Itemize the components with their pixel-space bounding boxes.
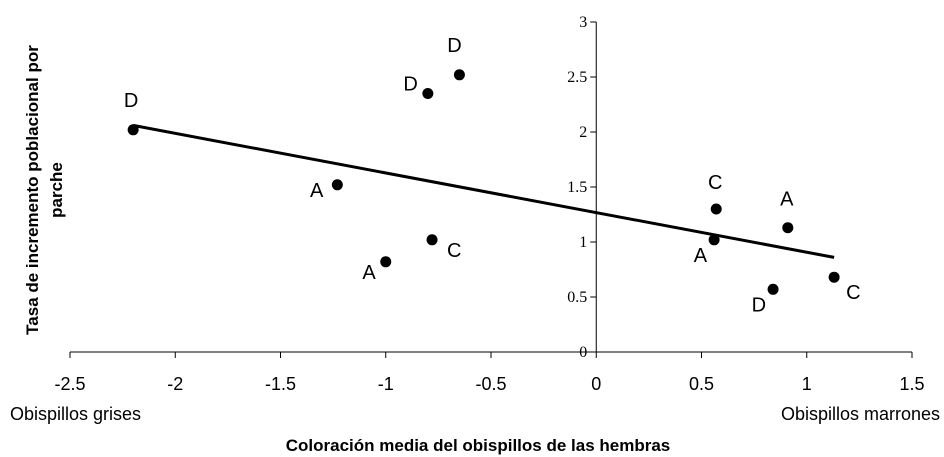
data-point — [380, 256, 392, 268]
x-tick-label: -1.5 — [265, 374, 296, 394]
data-point — [422, 88, 434, 99]
y-axis-title-line-2: parche — [47, 162, 66, 218]
y-tick-label: 1.5 — [567, 179, 587, 196]
x-tick-label: 0.5 — [689, 374, 714, 394]
x-tick-label: -2 — [167, 374, 183, 394]
y-tick-label: 2.5 — [567, 69, 587, 86]
x-axis-ticks: -2.5 -2 -1.5 -1 -0.5 0 0.5 1 1.5 — [54, 352, 925, 394]
y-tick-label: 2 — [579, 124, 587, 141]
data-point-label: D — [403, 74, 417, 96]
data-point-label: D — [124, 90, 138, 112]
y-axis-title-line-1: Tasa de incremento poblacional por — [23, 45, 42, 335]
x-axis-title: Coloración media del obispillos de las h… — [286, 436, 671, 455]
data-point — [453, 69, 465, 81]
data-point — [708, 234, 720, 246]
data-point-label: C — [447, 240, 461, 262]
data-point-label: D — [447, 35, 461, 57]
x-axis-right-end-label: Obispillos marrones — [781, 404, 940, 424]
x-tick-label: 1.5 — [899, 374, 924, 394]
data-point — [710, 203, 722, 215]
y-tick-label: 0 — [579, 344, 587, 361]
data-point-label: C — [846, 282, 860, 304]
x-tick-label: -1 — [378, 374, 394, 394]
data-point-label: D — [752, 294, 766, 316]
data-point — [782, 222, 794, 234]
x-tick-label: 1 — [802, 374, 812, 394]
data-point-label: A — [362, 262, 376, 284]
x-tick-label: -2.5 — [54, 374, 85, 394]
data-point — [127, 124, 139, 136]
data-point — [828, 271, 840, 283]
data-point-label: A — [694, 245, 708, 267]
trend-line — [132, 123, 835, 259]
data-point — [767, 283, 779, 295]
data-point-label: C — [708, 172, 722, 194]
y-tick-label: 3 — [579, 14, 587, 31]
data-point-label: A — [780, 189, 794, 211]
y-axis-ticks: 0 0.5 1 1.5 2 2.5 3 — [567, 14, 597, 361]
axes — [70, 22, 912, 353]
y-axis-title: Tasa de incremento poblacional por parch… — [23, 45, 66, 335]
data-point — [426, 234, 438, 246]
x-tick-label: 0 — [591, 374, 601, 394]
y-tick-label: 0.5 — [567, 289, 587, 306]
data-point — [331, 179, 343, 191]
x-tick-label: -0.5 — [475, 374, 506, 394]
data-points: D D D A C A C A A D C — [124, 35, 861, 316]
y-tick-label: 1 — [579, 234, 587, 251]
data-point-label: A — [310, 180, 324, 202]
x-axis-left-end-label: Obispillos grises — [10, 404, 141, 424]
